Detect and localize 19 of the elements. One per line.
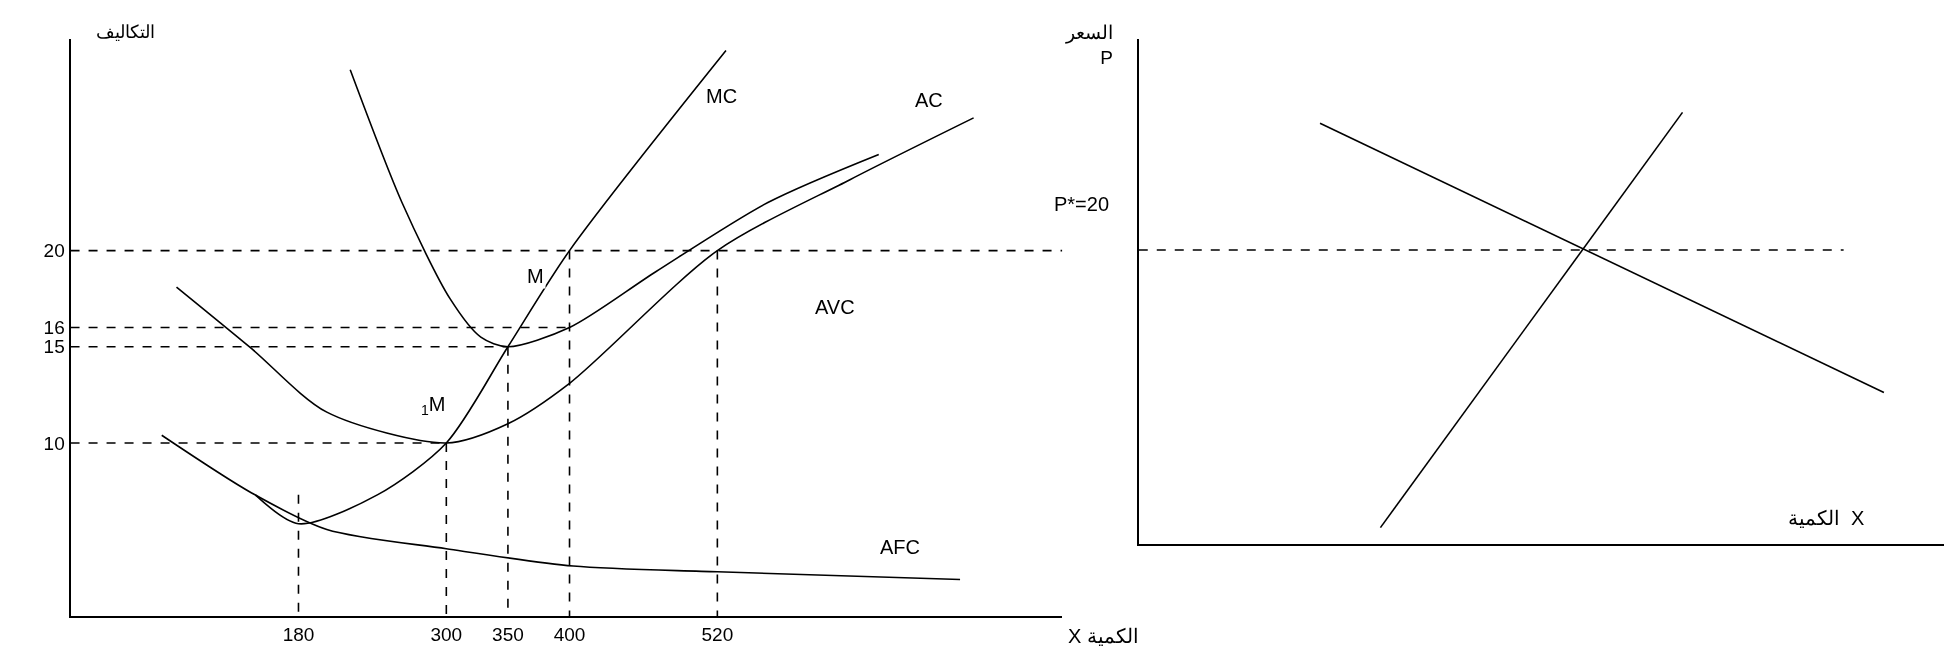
- y-tick-label: 20: [43, 240, 65, 262]
- x-tick-label: 180: [282, 623, 315, 645]
- x-tick-label: 300: [430, 623, 463, 645]
- x-tick-label: 350: [492, 623, 524, 645]
- annotation: M: [527, 265, 544, 287]
- annotation: P*=20: [1054, 193, 1110, 215]
- annotation: $_{1}$M: [421, 393, 446, 419]
- annotation: MC: [706, 85, 738, 107]
- y-axis-title: التكاليف: [96, 22, 155, 42]
- x-tick-label: 520: [701, 623, 734, 645]
- annotation: AC: [915, 89, 943, 111]
- y-tick-label: 16: [43, 317, 65, 339]
- y-tick-label: 10: [43, 432, 65, 454]
- x-axis-title: X الكمية: [1068, 625, 1139, 647]
- y-tick-label: 15: [43, 336, 65, 358]
- x-axis-title: الكمية X: [1788, 507, 1865, 529]
- x-tick-label: 400: [553, 623, 586, 645]
- annotation: AFC: [880, 536, 920, 558]
- annotation: AVC: [815, 296, 855, 318]
